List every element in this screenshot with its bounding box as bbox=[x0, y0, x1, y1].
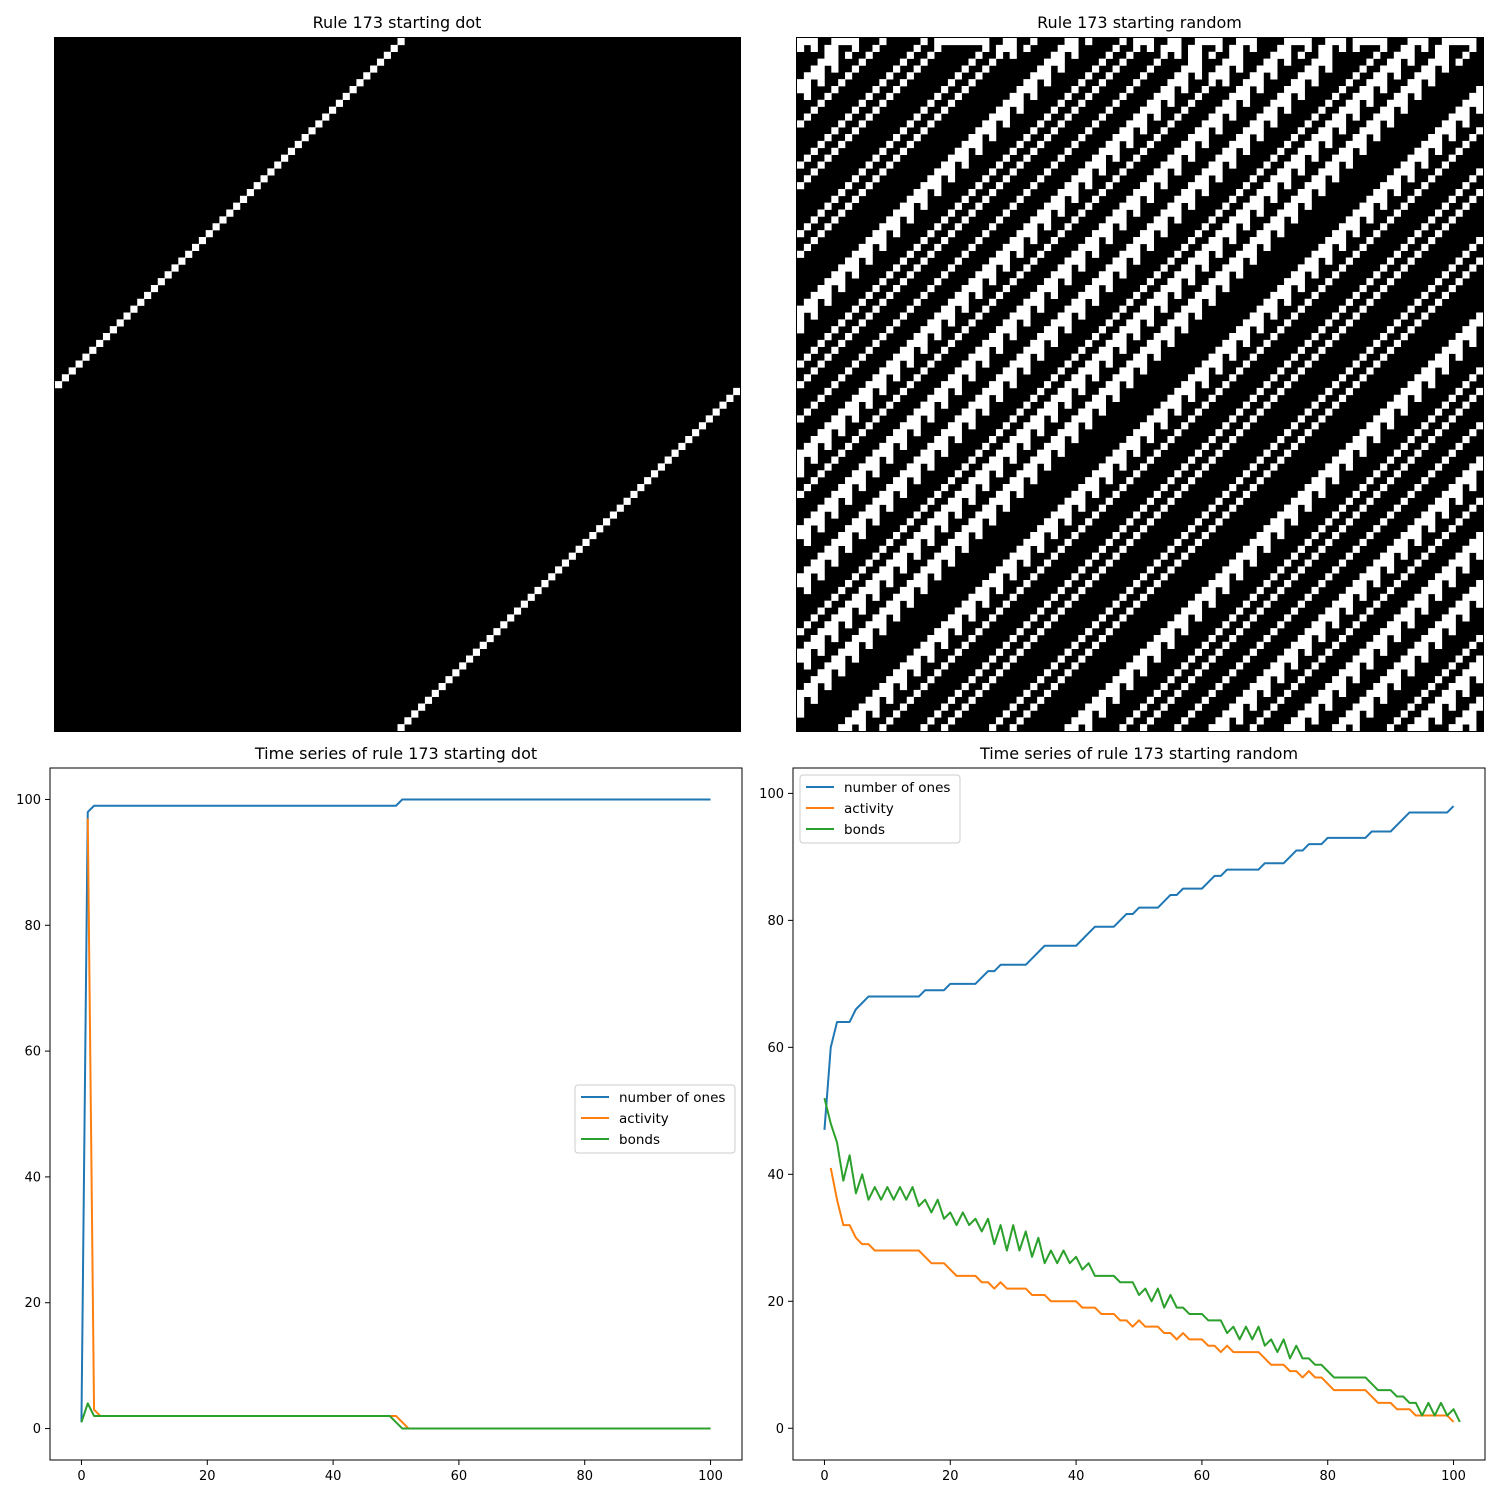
ts-random-title: Time series of rule 173 starting random bbox=[979, 744, 1299, 763]
ca-dot-image bbox=[54, 37, 741, 732]
x-tick-label: 40 bbox=[1068, 1469, 1085, 1484]
ca-random-image bbox=[796, 37, 1484, 732]
ca-white-cells bbox=[797, 38, 1483, 731]
legend-box bbox=[799, 774, 961, 844]
series-line-number-of-ones bbox=[80, 798, 711, 1423]
legend-label: number of ones bbox=[844, 780, 950, 796]
legend-label: activity bbox=[844, 801, 894, 817]
x-tick-label: 40 bbox=[325, 1469, 342, 1484]
x-tick-label: 0 bbox=[820, 1469, 828, 1484]
ca-dot-grid bbox=[55, 38, 740, 731]
y-tick-label: 20 bbox=[24, 1296, 41, 1311]
legend: number of ones activity bonds bbox=[799, 774, 961, 844]
y-tick-label: 40 bbox=[24, 1170, 41, 1185]
series-line-bonds bbox=[823, 1097, 1461, 1423]
ca-dot-title: Rule 173 starting dot bbox=[312, 13, 482, 32]
ca-random-grid bbox=[797, 38, 1483, 731]
ca-white-cells bbox=[55, 38, 740, 731]
y-tick-label: 0 bbox=[33, 1422, 41, 1437]
series-line-bonds bbox=[80, 1402, 711, 1430]
y-tick-label: 60 bbox=[767, 1041, 784, 1056]
legend-label: bonds bbox=[844, 822, 885, 838]
legend-label: bonds bbox=[619, 1132, 660, 1148]
legend-label: number of ones bbox=[619, 1090, 725, 1106]
x-tick-label: 0 bbox=[77, 1469, 85, 1484]
x-tick-label: 80 bbox=[1319, 1469, 1336, 1484]
x-tick-label: 20 bbox=[942, 1469, 959, 1484]
plot-frame bbox=[792, 767, 1486, 1461]
y-tick-label: 40 bbox=[767, 1168, 784, 1183]
x-tick-label: 100 bbox=[1441, 1469, 1466, 1484]
x-tick-label: 100 bbox=[698, 1469, 723, 1484]
x-tick-label: 60 bbox=[451, 1469, 468, 1484]
y-tick-label: 100 bbox=[759, 787, 784, 802]
y-tick-label: 60 bbox=[24, 1045, 41, 1060]
plot-frame bbox=[49, 767, 743, 1461]
x-tick-label: 80 bbox=[576, 1469, 593, 1484]
ts-dot-title: Time series of rule 173 starting dot bbox=[254, 744, 538, 763]
y-tick-label: 100 bbox=[16, 793, 41, 808]
ts-random-chart: 0 20 40 60 80 100 0 20 40 60 80 100 number of ones ac… bbox=[759, 767, 1486, 1484]
y-tick-label: 80 bbox=[767, 914, 784, 929]
legend-box bbox=[574, 1084, 736, 1154]
series-line-number-of-ones bbox=[823, 805, 1455, 1130]
legend: number of ones activity bonds bbox=[574, 1084, 736, 1154]
y-tick-label: 80 bbox=[24, 919, 41, 934]
ts-dot-chart: 0 20 40 60 80 100 0 20 40 60 80 100 number of ones ac… bbox=[16, 767, 743, 1484]
series-line-activity bbox=[829, 1167, 1455, 1423]
legend-label: activity bbox=[619, 1111, 669, 1127]
y-tick-label: 20 bbox=[767, 1295, 784, 1310]
x-tick-label: 60 bbox=[1194, 1469, 1211, 1484]
y-tick-label: 0 bbox=[776, 1422, 784, 1437]
ca-random-title: Rule 173 starting random bbox=[1037, 13, 1242, 32]
x-tick-label: 20 bbox=[199, 1469, 216, 1484]
